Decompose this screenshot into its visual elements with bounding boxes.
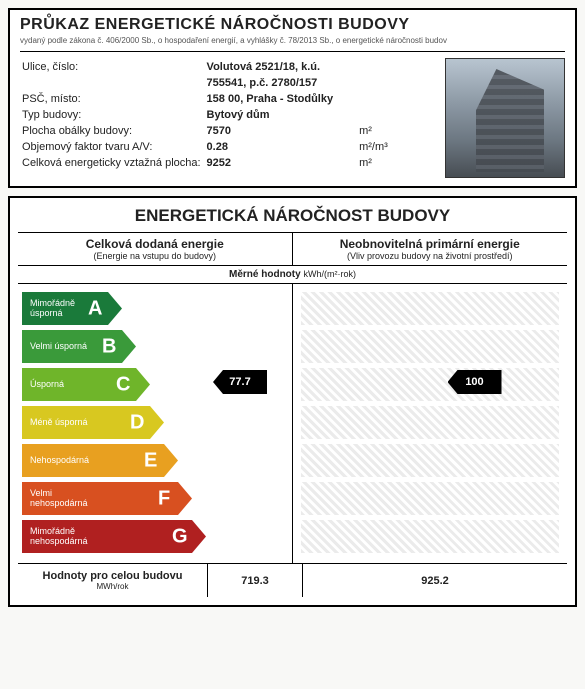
chart-area: Mimořádně úspornáA Velmi úspornáB Úsporná C…: [18, 284, 567, 564]
energy-class-letter: F: [158, 487, 170, 510]
left-value-badge: 77.7: [213, 370, 267, 394]
type-value: Bytový dům: [207, 108, 338, 122]
energy-class-g: Mimořádně nehospodárná G: [22, 520, 202, 553]
energy-class-label: Velmi úsporná: [30, 342, 110, 352]
bottom-value-2: 925.2: [303, 564, 567, 597]
area-unit: m²: [339, 124, 392, 138]
energy-class-letter: A: [88, 297, 102, 320]
type-label: Typ budovy:: [22, 108, 205, 122]
merne-label: Měrné hodnoty: [229, 269, 301, 280]
energy-class-arrows: Mimořádně úspornáA Velmi úspornáB Úsporná C…: [22, 292, 202, 558]
energy-class-label: Nehospodárná: [30, 456, 110, 466]
energy-class-letter: C: [116, 373, 130, 396]
energy-class-b: Velmi úspornáB: [22, 330, 202, 363]
bottom-row: Hodnoty pro celou budovu MWh/rok 719.3 9…: [18, 564, 567, 597]
main-title: PRŮKAZ ENERGETICKÉ NÁROČNOSTI BUDOVY: [20, 16, 565, 34]
col1-main: Celková dodaná energie: [20, 237, 290, 251]
vol-label: Objemový faktor tvaru A/V:: [22, 140, 205, 154]
area-label: Plocha obálky budovy:: [22, 124, 205, 138]
street-value2: 755541, p.č. 2780/157: [207, 76, 338, 90]
col2-sub: (Vliv provozu budovy na životní prostřed…: [295, 251, 566, 261]
merne-unit: kWh/(m²·rok): [303, 269, 356, 279]
street-value: Volutová 2521/18, k.ú.: [207, 60, 338, 74]
energy-class-c: Úsporná C: [22, 368, 202, 401]
col2-header: Neobnovitelná primární energie (Vliv pro…: [293, 233, 568, 265]
col1-header: Celková dodaná energie (Energie na vstup…: [18, 233, 293, 265]
bottom-value-1: 719.3: [208, 564, 303, 597]
energy-class-letter: B: [102, 335, 116, 358]
energy-class-label: Úsporná: [30, 380, 110, 390]
energy-class-label: Méně úsporná: [30, 418, 110, 428]
divider: [20, 51, 565, 52]
energy-class-e: Nehospodárná E: [22, 444, 202, 477]
merne-row: Měrné hodnoty kWh/(m²·rok): [18, 266, 567, 284]
chart-right-column: 100: [293, 284, 568, 563]
energy-class-d: Méně úsporná D: [22, 406, 202, 439]
energy-class-label: Velmi nehospodárná: [30, 489, 110, 509]
right-value-badge: 100: [448, 370, 502, 394]
columns-header: Celková dodaná energie (Energie na vstup…: [18, 233, 567, 266]
energy-class-letter: G: [172, 525, 188, 548]
vol-value: 0.28: [207, 140, 338, 154]
info-row: Ulice, číslo: Volutová 2521/18, k.ú. 755…: [20, 58, 565, 178]
col1-sub: (Energie na vstupu do budovy): [20, 251, 290, 261]
bottom-label: Hodnoty pro celou budovu: [43, 570, 183, 582]
energy-class-letter: D: [130, 411, 144, 434]
energy-class-label: Mimořádně nehospodárná: [30, 527, 110, 547]
energy-area-unit: m²: [339, 156, 392, 170]
energy-area-label: Celková energeticky vztažná plocha:: [22, 156, 205, 170]
psc-label: PSČ, místo:: [22, 92, 205, 106]
building-photo: [445, 58, 565, 178]
subtitle: vydaný podle zákona č. 406/2000 Sb., o h…: [20, 36, 565, 45]
ghost-bars: [301, 292, 560, 555]
chart-left-column: Mimořádně úspornáA Velmi úspornáB Úsporná C…: [18, 284, 293, 563]
energy-class-a: Mimořádně úspornáA: [22, 292, 202, 325]
vol-unit: m²/m³: [339, 140, 392, 154]
energy-area-value: 9252: [207, 156, 338, 170]
street-label: Ulice, číslo:: [22, 60, 205, 74]
energy-section: ENERGETICKÁ NÁROČNOST BUDOVY Celková dod…: [8, 196, 577, 607]
area-value: 7570: [207, 124, 338, 138]
energy-class-f: Velmi nehospodárná F: [22, 482, 202, 515]
section-title: ENERGETICKÁ NÁROČNOST BUDOVY: [18, 206, 567, 233]
header-box: PRŮKAZ ENERGETICKÉ NÁROČNOSTI BUDOVY vyd…: [8, 8, 577, 188]
col2-main: Neobnovitelná primární energie: [295, 237, 566, 251]
bottom-sub: MWh/rok: [97, 582, 129, 591]
energy-class-letter: E: [144, 449, 157, 472]
bottom-label-cell: Hodnoty pro celou budovu MWh/rok: [18, 564, 208, 597]
psc-value: 158 00, Praha - Stodůlky: [207, 92, 338, 106]
info-fields: Ulice, číslo: Volutová 2521/18, k.ú. 755…: [20, 58, 435, 178]
